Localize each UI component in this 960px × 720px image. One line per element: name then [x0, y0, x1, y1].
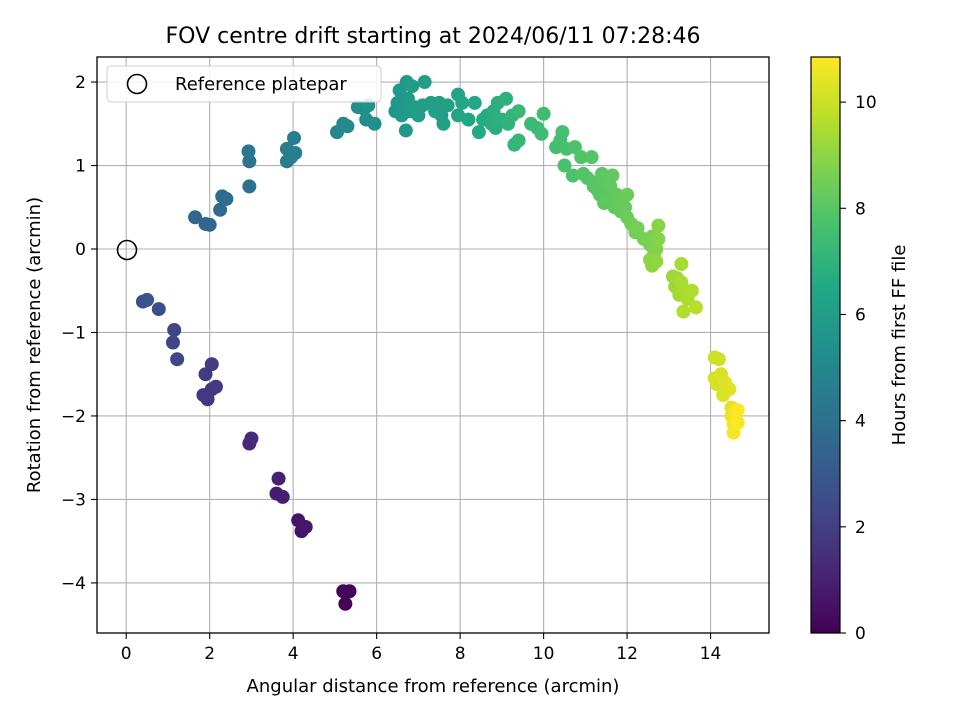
- x-tick-label: 0: [121, 644, 132, 664]
- scatter-point: [651, 218, 666, 233]
- scatter-point: [711, 352, 726, 367]
- scatter-point: [684, 283, 699, 298]
- scatter-point: [241, 144, 256, 159]
- scatter-point: [511, 133, 526, 148]
- scatter-point: [170, 352, 185, 367]
- x-axis-ticks: 0 2 4 6 8 10 12 14: [121, 633, 722, 664]
- colorbar-tick-label: 10: [855, 93, 877, 113]
- colorbar-ticks: 0 2 4 6 8 10: [840, 93, 877, 644]
- scatter-point: [534, 126, 549, 141]
- y-tick-label: −2: [61, 407, 86, 427]
- scatter-point: [511, 104, 526, 119]
- x-axis-label: Angular distance from reference (arcmin): [247, 676, 620, 697]
- scatter-point: [167, 322, 182, 337]
- scatter-point: [722, 382, 737, 397]
- scatter-point: [188, 210, 203, 225]
- scatter-point: [242, 154, 257, 169]
- scatter-point: [342, 584, 357, 599]
- scatter-point: [198, 367, 213, 382]
- legend-label: Reference platepar: [175, 74, 347, 95]
- colorbar: 0 2 4 6 8 10 Hours from first FF file: [810, 56, 910, 644]
- scatter-point: [140, 292, 155, 307]
- colorbar-tick-label: 6: [855, 305, 866, 325]
- scatter-point: [630, 221, 645, 236]
- scatter-point: [565, 168, 580, 183]
- scatter-point: [202, 217, 217, 232]
- scatter-point: [208, 379, 223, 394]
- scatter-point: [165, 335, 180, 350]
- scatter-point: [455, 95, 470, 110]
- legend: Reference platepar: [106, 65, 382, 103]
- scatter-point: [536, 106, 551, 121]
- scatter-point: [436, 116, 451, 131]
- scatter-point: [271, 471, 286, 486]
- scatter-point: [275, 489, 290, 504]
- scatter-point: [499, 91, 514, 106]
- x-tick-label: 2: [204, 644, 215, 664]
- colorbar-tick-label: 8: [855, 199, 866, 219]
- scatter-point: [244, 431, 259, 446]
- scatter-point: [688, 300, 703, 315]
- y-tick-label: −1: [61, 323, 86, 343]
- scatter-point: [574, 150, 589, 165]
- scatter-point: [555, 125, 570, 140]
- scatter-point: [557, 158, 572, 173]
- x-tick-label: 6: [371, 644, 382, 664]
- scatter-point: [367, 116, 382, 131]
- reference-platepar-marker: [116, 239, 138, 261]
- scatter-point: [279, 141, 294, 156]
- colorbar-tick-label: 4: [855, 412, 866, 432]
- scatter-point: [204, 357, 219, 372]
- scatter-point: [440, 98, 455, 113]
- scatter-point: [730, 403, 745, 418]
- scatter-point: [467, 95, 482, 110]
- x-tick-label: 4: [288, 644, 299, 664]
- x-tick-label: 8: [455, 644, 466, 664]
- x-tick-label: 12: [616, 644, 638, 664]
- scatter-point: [340, 119, 355, 134]
- y-tick-label: 1: [75, 157, 86, 177]
- scatter-point: [567, 140, 582, 155]
- x-tick-label: 14: [700, 644, 722, 664]
- colorbar-tick-label: 2: [855, 518, 866, 538]
- scatter-point: [461, 112, 476, 127]
- scatter-point: [151, 302, 166, 317]
- scatter-point: [298, 519, 313, 534]
- y-axis-ticks: −4 −3 −2 −1 0 1 2: [61, 73, 97, 594]
- scatter-point: [398, 123, 413, 138]
- plot-frame: [96, 56, 770, 634]
- scatter-point: [605, 168, 620, 183]
- scatter-point: [213, 202, 228, 217]
- y-tick-label: 2: [75, 73, 86, 93]
- scatter-point: [674, 257, 689, 272]
- scatter-point: [676, 304, 691, 319]
- scatter-point: [651, 231, 666, 246]
- x-tick-label: 10: [533, 644, 555, 664]
- scatter-point: [242, 179, 257, 194]
- scatter-point: [649, 254, 664, 269]
- legend-box: [106, 65, 382, 103]
- scatter-points: [135, 75, 745, 611]
- scatter-point: [219, 191, 234, 206]
- grid-lines: [97, 57, 769, 633]
- y-axis-label: Rotation from reference (arcmin): [24, 197, 45, 493]
- scatter-point: [730, 415, 745, 430]
- scatter-point: [584, 150, 599, 165]
- legend-marker-open-circle: [126, 73, 148, 95]
- chart-title: FOV centre drift starting at 2024/06/11 …: [166, 24, 701, 49]
- y-tick-label: 0: [75, 240, 86, 260]
- scatter-point: [287, 130, 302, 145]
- scatter-point: [417, 75, 432, 90]
- y-tick-label: −4: [61, 574, 86, 594]
- scatter-point: [471, 125, 486, 140]
- scatter-point: [338, 596, 353, 611]
- y-tick-label: −3: [61, 490, 86, 510]
- colorbar-gradient: [810, 56, 841, 634]
- scatter-point: [405, 79, 420, 94]
- colorbar-label: Hours from first FF file: [889, 245, 910, 446]
- colorbar-tick-label: 0: [855, 624, 866, 644]
- scatter-point: [620, 187, 635, 202]
